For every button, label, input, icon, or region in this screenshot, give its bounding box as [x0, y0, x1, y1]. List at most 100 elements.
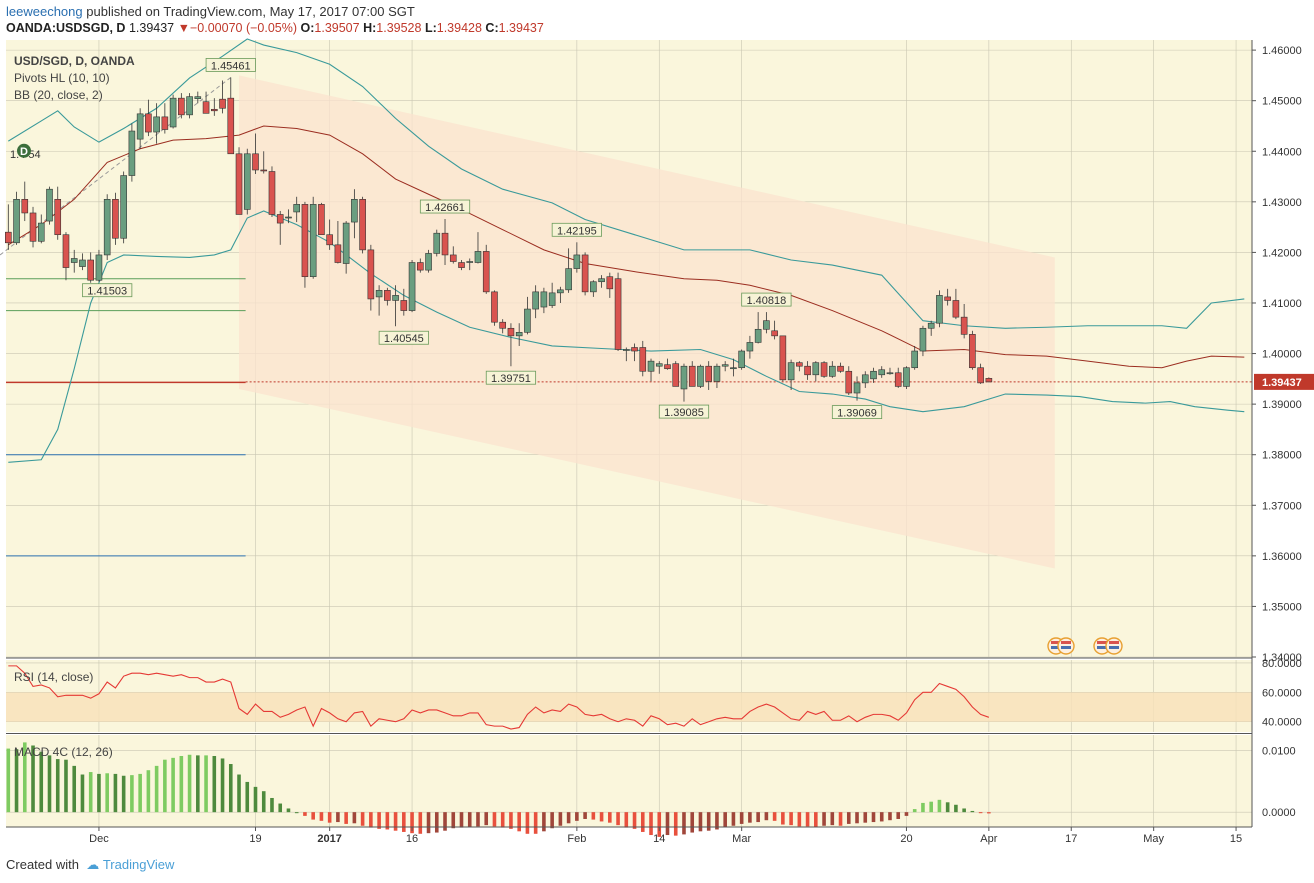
macd-bar [962, 808, 966, 813]
price-tick-label: 1.34000 [1262, 652, 1302, 664]
candle-body [342, 222, 350, 264]
candle-body [449, 254, 457, 262]
candle-body [812, 362, 820, 376]
macd-bar [270, 797, 274, 813]
rsi-plot [6, 665, 1252, 730]
pivot-labels: 1.45461 1.41503 1.40545 1.42661 1.39751 1.421… [10, 58, 883, 420]
candle-body [837, 365, 844, 372]
macd-bar [764, 812, 769, 821]
candle-body [614, 278, 622, 350]
macd-bar [756, 812, 760, 823]
macd-bar [789, 812, 793, 826]
candles [5, 77, 993, 402]
macd-bar [542, 812, 546, 832]
candle-body [524, 308, 531, 333]
macd-bar [772, 812, 777, 821]
candle-body [351, 199, 358, 223]
rsi-line [8, 665, 990, 730]
macd-bar [113, 773, 118, 813]
macd-bar [253, 786, 258, 813]
macd-bar [723, 812, 727, 827]
event-icons[interactable] [1047, 637, 1123, 655]
pivot-levels [0, 77, 1252, 557]
candle-body [318, 204, 325, 236]
candle-body [796, 362, 803, 367]
candle-body [903, 367, 910, 387]
macd-bar [616, 812, 620, 826]
candle-body [260, 169, 268, 172]
macd-bar [212, 755, 217, 813]
macd-bar [385, 812, 390, 830]
candle-body [186, 96, 193, 116]
pivot-label: 1.39069 [837, 408, 877, 420]
candle-body [458, 262, 465, 268]
macd-bar [55, 759, 60, 813]
candle-body [911, 350, 919, 369]
macd-bar [303, 812, 307, 816]
macd-bar [344, 812, 348, 824]
macd-bar [814, 812, 818, 827]
candle-body [211, 108, 218, 112]
last-price-badge [1254, 373, 1314, 390]
candle-body [194, 96, 202, 99]
author-link[interactable]: leeweechong [6, 4, 83, 19]
published-text: published on TradingView.com, May 17, 20… [86, 4, 415, 19]
time-tick-label: 20 [900, 833, 912, 845]
candle-body [433, 232, 441, 254]
macd-bar [476, 812, 480, 827]
candle-body [400, 300, 408, 311]
macd-bar [80, 774, 85, 813]
price-tick-label: 1.46000 [1262, 45, 1302, 57]
macd-bar [608, 812, 612, 823]
macd-bar [929, 801, 933, 813]
macd-bar [492, 812, 497, 827]
candle-body [969, 334, 976, 369]
flag-stripe [1097, 646, 1107, 649]
legend-bb: BB (20, close, 2) [14, 88, 103, 102]
macd-bar [171, 757, 175, 813]
candle-body [680, 365, 688, 390]
pivot-label: 1.45461 [211, 60, 251, 72]
high-value: 1.39528 [376, 21, 422, 35]
macd-bar [187, 754, 192, 813]
macd-bar [484, 812, 489, 826]
axes: 1.46000 1.45000 1.44000 1.43000 1.42000 1.410… [6, 40, 1314, 845]
pivot-label-box [658, 404, 710, 419]
macd-bar [64, 759, 68, 813]
macd-bar [706, 812, 711, 831]
candle-body [960, 316, 968, 335]
candle-body [37, 222, 45, 242]
time-tick-label: May [1143, 833, 1164, 845]
time-tick-label: Apr [980, 833, 997, 845]
tradingview-link[interactable]: TradingView [102, 857, 175, 872]
macd-histogram [6, 742, 991, 837]
candle-body [161, 116, 169, 130]
macd-bar [88, 772, 93, 813]
last-price-label: 1.39437 [1262, 377, 1302, 389]
macd-bar [14, 749, 19, 813]
macd-bar [426, 812, 431, 834]
macd-bar [459, 812, 464, 828]
flag-stripe [1051, 646, 1061, 649]
candle-body [763, 320, 770, 330]
pivot-label: 1.42195 [557, 225, 597, 237]
change-value: −0.00070 (−0.05%) [189, 21, 298, 35]
candle-body [688, 365, 696, 387]
macd-bar [352, 812, 357, 824]
bb-lower-line [8, 210, 1245, 463]
time-tick-label: 15 [1230, 833, 1242, 845]
macd-bar [179, 755, 184, 813]
macd-bar [163, 759, 167, 813]
high-label: H: [363, 21, 377, 35]
close-value: 1.39437 [498, 21, 544, 35]
candle-body [252, 153, 259, 171]
candle-body [235, 153, 243, 215]
candle-body [754, 328, 762, 343]
candle-body [845, 370, 853, 394]
candle-body [861, 374, 869, 384]
pivot-label-box [551, 222, 602, 237]
low-label: L: [424, 21, 437, 35]
macd-bar [731, 812, 736, 826]
macd-bar [311, 812, 315, 820]
